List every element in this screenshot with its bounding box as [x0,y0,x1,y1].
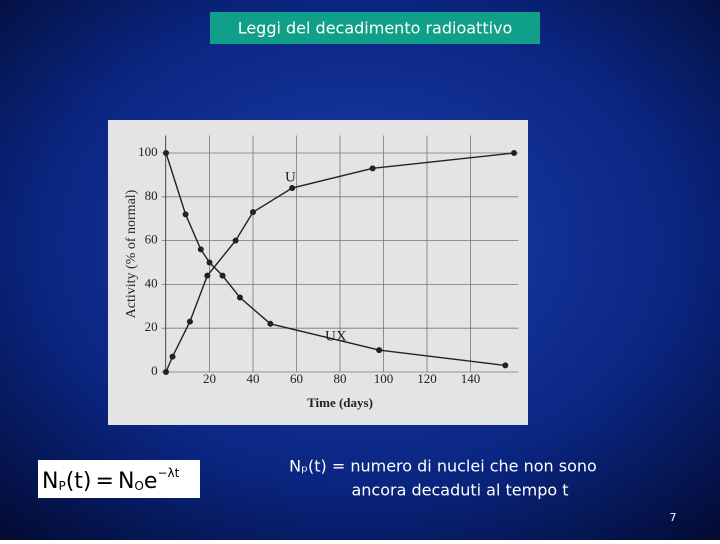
data-point [163,150,169,157]
y-axis-title: Activity (% of normal) [124,189,139,318]
annotation: U [285,169,296,185]
formula-part: P [58,479,65,493]
chart: 0 20 40 60 80 100 20 40 60 80 100 120 140 Time (days)… [124,135,519,410]
y-tick-label: 100 [138,144,158,159]
data-point [163,368,169,375]
data-point [236,294,243,301]
formula-part: N [118,469,134,494]
slide-title: Leggi del decadimento radioattivo [238,19,513,38]
formula-box [38,460,200,498]
formula-part: = [96,469,114,494]
data-point [182,211,189,218]
data-point [511,150,517,157]
data-point [267,320,274,327]
chart-panel [108,120,528,425]
data-point [219,272,226,279]
data-point [186,318,193,325]
formula-part: N [42,469,58,494]
data-point [289,185,296,192]
data-point [376,347,383,354]
y-tick-label: 20 [145,319,158,334]
x-tick-label: 20 [203,371,216,386]
caption: Nₚ(t) = numero di nuclei che non sono [289,457,597,476]
formula: NP(t) = NOe−λt [42,466,180,495]
x-tick-label: 120 [417,371,437,386]
caption: ancora decaduti al tempo t [351,481,568,500]
y-tick-label: 0 [151,363,158,378]
x-tick-label: 60 [290,371,303,386]
data-point [502,362,509,369]
page-number: 7 [670,511,677,524]
x-tick-label: 40 [247,371,260,386]
data-point [197,246,204,253]
x-tick-label: 80 [334,371,347,386]
data-point [169,353,176,360]
y-tick-label: 80 [145,188,158,203]
formula-part: e [144,469,158,494]
data-point [369,165,376,172]
formula-part: −λt [157,466,179,480]
y-tick-label: 40 [145,275,158,290]
title-box [210,12,540,44]
formula-part: (t) [66,469,92,494]
data-point [250,209,256,216]
y-tick-label: 60 [145,232,158,247]
formula-part: O [134,479,143,493]
x-tick-label: 140 [461,371,481,386]
x-tick-label: 100 [374,371,394,386]
data-point [232,237,239,244]
x-axis-title: Time (days) [307,395,373,410]
data-point [204,272,211,279]
data-point [206,259,213,266]
